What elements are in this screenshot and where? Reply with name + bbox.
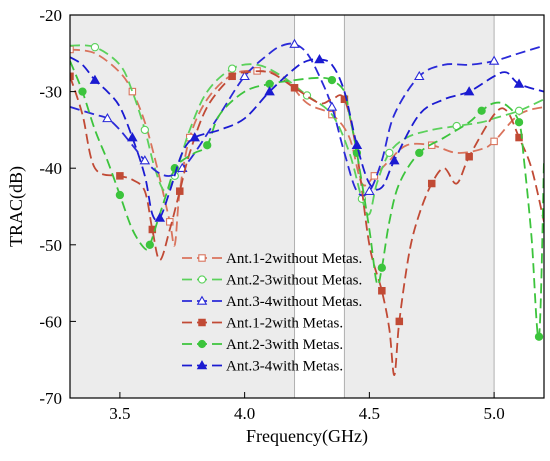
data-point (154, 212, 166, 222)
legend-item: Ant.2-3with Metas. (182, 337, 343, 353)
band-edges (294, 15, 495, 398)
series-line (70, 56, 544, 222)
data-point (326, 101, 338, 111)
legend-label: Ant.3-4without Metas. (226, 294, 362, 310)
data-point (166, 218, 174, 226)
data-point (102, 113, 113, 123)
data-point (385, 148, 394, 158)
legend-label: Ant.3-4with Metas. (226, 359, 343, 375)
data-point (514, 106, 524, 115)
data-point (415, 148, 424, 158)
axis-ticks: 3.5 4.0 4.5 5.0 -20 -30 -40 -50 -60 -70 (39, 6, 504, 423)
series-5 (70, 60, 544, 341)
data-point (290, 84, 299, 92)
y-tick-label: -60 (39, 312, 62, 331)
y-tick-label: -50 (39, 236, 62, 255)
legend-item: Ant.1-2without Metas. (182, 251, 362, 267)
plot-frame (69, 14, 545, 399)
legend-item: Ant.3-4without Metas. (182, 294, 362, 310)
data-point (289, 38, 300, 48)
series-line (70, 44, 544, 216)
x-tick-label: 4.5 (359, 404, 380, 423)
y-tick-label: -70 (39, 389, 62, 408)
legend-label: Ant.1-2without Metas. (226, 251, 362, 267)
data-point (414, 70, 425, 81)
data-point (228, 72, 236, 81)
legend-item: Ant.2-3without Metas. (182, 273, 362, 289)
data-point (513, 78, 525, 88)
series-line (70, 60, 544, 339)
legend-marker (197, 339, 207, 349)
data-point (203, 141, 212, 150)
data-point (78, 87, 87, 96)
data-point (115, 190, 125, 200)
x-tick-label: 4.0 (234, 404, 255, 423)
data-point (534, 332, 544, 341)
series-line (70, 42, 544, 197)
series-6 (70, 54, 544, 222)
data-point (228, 64, 237, 73)
data-point (364, 185, 375, 195)
series-line (70, 48, 544, 247)
legend-label: Ant.2-3without Metas. (226, 273, 362, 289)
data-point (488, 55, 500, 65)
x-tick-label: 5.0 (483, 404, 504, 423)
series-3 (70, 38, 544, 197)
series-1 (70, 45, 544, 247)
data-point (370, 172, 379, 180)
x-axis-label: Frequency(GHz) (246, 426, 368, 447)
legend-marker (196, 295, 208, 305)
legend-label: Ant.2-3with Metas. (226, 337, 343, 353)
series-line (70, 70, 544, 376)
y-axis-label: TRAC(dB) (6, 166, 27, 247)
legend-marker (196, 360, 208, 370)
legend-marker (198, 254, 206, 262)
data-point (490, 137, 498, 146)
y-tick-label: -40 (39, 159, 62, 178)
data-point (176, 187, 184, 195)
series-layer (70, 38, 544, 376)
data-point (264, 86, 275, 96)
data-point (378, 287, 386, 295)
data-point (395, 317, 404, 326)
data-point (189, 132, 200, 142)
data-point (463, 86, 475, 96)
data-point (514, 118, 524, 127)
data-point (377, 263, 386, 272)
data-point (89, 74, 101, 84)
data-point (239, 70, 250, 81)
shaded-band (70, 15, 295, 398)
data-point (128, 87, 137, 96)
data-point (351, 139, 363, 149)
data-point (314, 54, 325, 64)
data-point (139, 155, 151, 165)
data-point (427, 179, 436, 188)
legend-item: Ant.3-4with Metas. (182, 359, 343, 375)
legend-label: Ant.1-2with Metas. (226, 316, 343, 332)
data-point (90, 43, 100, 52)
data-point (127, 132, 138, 142)
data-point (116, 172, 124, 180)
y-tick-label: -20 (39, 6, 62, 25)
data-point (140, 125, 149, 135)
data-point (465, 152, 473, 161)
legend: Ant.1-2without Metas. Ant.2-3without Meta… (182, 251, 362, 375)
x-tick-label: 3.5 (109, 404, 130, 423)
legend-item: Ant.1-2with Metas. (182, 316, 343, 332)
data-point (389, 155, 400, 165)
data-point (477, 106, 486, 115)
legend-marker (198, 318, 206, 327)
series-4 (70, 70, 544, 376)
y-tick-label: -30 (39, 83, 62, 102)
legend-marker (197, 275, 207, 284)
data-point (327, 75, 337, 85)
data-point (145, 240, 154, 249)
